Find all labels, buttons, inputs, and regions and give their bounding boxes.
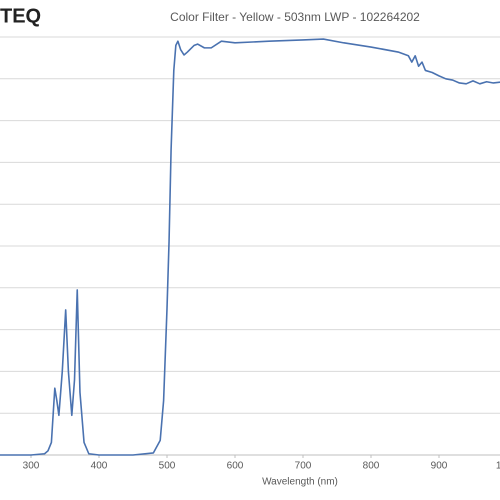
x-tick-label: 500 — [159, 461, 176, 472]
x-tick-label: 1000 — [496, 461, 500, 472]
x-tick-label: 700 — [295, 461, 312, 472]
x-axis-label: Wavelength (nm) — [262, 477, 338, 488]
x-tick-label: 300 — [23, 461, 40, 472]
data-line — [0, 38, 500, 456]
x-tick-label: 400 — [91, 461, 108, 472]
x-tick-label: 800 — [363, 461, 380, 472]
x-tick-label: 600 — [227, 461, 244, 472]
chart-title: Color Filter - Yellow - 503nm LWP - 1022… — [170, 10, 420, 24]
x-tick-label: 900 — [431, 461, 448, 472]
logo: TEQ — [0, 5, 41, 27]
